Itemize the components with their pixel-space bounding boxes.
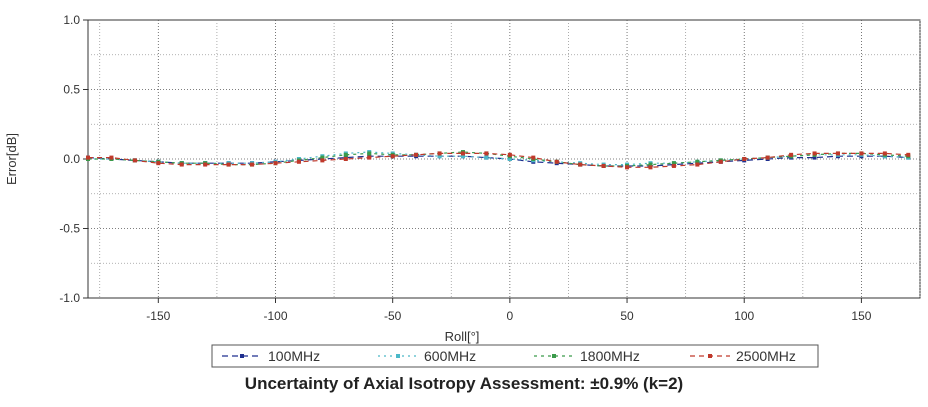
data-point-2500MHz <box>648 165 653 170</box>
series-line-100MHz <box>87 155 909 167</box>
data-point-2500MHz <box>250 162 255 167</box>
x-tick-label: 150 <box>851 309 871 323</box>
data-point-2500MHz <box>742 157 747 161</box>
data-point-2500MHz <box>718 159 723 164</box>
data-point-1800MHz <box>648 162 653 167</box>
data-point-2500MHz <box>554 159 559 164</box>
y-tick-label: 1.0 <box>63 13 80 27</box>
legend-label-100MHz: 100MHz <box>268 348 320 364</box>
data-point-2500MHz <box>132 158 137 163</box>
y-tick-label: 0.5 <box>63 83 80 97</box>
data-point-100MHz <box>812 155 817 160</box>
data-point-2500MHz <box>296 159 301 164</box>
data-point-2500MHz <box>906 152 911 157</box>
y-axis-title: Error[dB] <box>4 133 19 185</box>
data-point-2500MHz <box>531 155 536 160</box>
data-point-2500MHz <box>789 152 794 157</box>
data-point-2500MHz <box>695 162 700 167</box>
data-point-2500MHz <box>179 162 184 167</box>
data-point-2500MHz <box>671 163 676 168</box>
data-point-2500MHz <box>390 154 395 159</box>
data-point-1800MHz <box>343 152 348 157</box>
data-point-2500MHz <box>156 161 161 166</box>
data-point-2500MHz <box>320 158 325 163</box>
data-point-2500MHz <box>226 162 231 167</box>
data-point-2500MHz <box>507 152 512 157</box>
x-tick-label: 100 <box>734 309 754 323</box>
plot-area <box>87 19 921 299</box>
legend-label-2500MHz: 2500MHz <box>736 348 796 364</box>
data-point-2500MHz <box>273 161 278 166</box>
data-point-1800MHz <box>695 159 700 164</box>
legend-box <box>211 344 819 368</box>
data-point-1800MHz <box>671 161 676 166</box>
data-point-1800MHz <box>320 155 325 160</box>
data-point-600MHz <box>437 154 442 159</box>
data-point-2500MHz <box>882 151 887 156</box>
data-point-1800MHz <box>367 151 372 156</box>
legend-marker-100MHz <box>240 354 244 358</box>
legend-label-600MHz: 600MHz <box>424 348 476 364</box>
chart-caption: Uncertainty of Axial Isotropy Assessment… <box>244 374 684 393</box>
data-point-2500MHz <box>414 152 419 157</box>
data-point-2500MHz <box>109 155 114 160</box>
data-point-2500MHz <box>578 162 583 167</box>
x-tick-label: -150 <box>146 309 170 323</box>
x-axis-title: Roll[°] <box>445 329 480 344</box>
y-tick-label: -0.5 <box>59 222 80 236</box>
y-tick-label: -1.0 <box>59 291 80 305</box>
x-tick-label: 50 <box>620 309 634 323</box>
data-point-2500MHz <box>203 162 208 167</box>
chart-svg: 1.0 0.5 0.0 -0.5 -1.0 -150 -100 -50 0 50 100 150 Err… <box>4 13 921 368</box>
x-tick-label: 0 <box>507 309 514 323</box>
data-point-600MHz <box>460 154 465 159</box>
data-point-2500MHz <box>625 165 630 170</box>
data-point-2500MHz <box>86 155 90 160</box>
data-point-2500MHz <box>812 151 817 156</box>
data-point-2500MHz <box>835 151 840 156</box>
data-point-600MHz <box>507 157 512 161</box>
legend-label-1800MHz: 1800MHz <box>580 348 640 364</box>
data-point-2500MHz <box>460 151 465 156</box>
data-point-2500MHz <box>343 157 348 161</box>
data-point-2500MHz <box>859 151 864 156</box>
x-tick-label: -100 <box>263 309 287 323</box>
data-point-600MHz <box>484 155 489 160</box>
x-tick-label: -50 <box>384 309 402 323</box>
series-line-2500MHz <box>88 152 909 168</box>
data-point-2500MHz <box>765 155 770 160</box>
y-tick-label: 0.0 <box>63 152 80 166</box>
legend-marker-2500MHz <box>708 354 712 358</box>
data-point-2500MHz <box>601 163 606 168</box>
data-point-2500MHz <box>484 151 489 156</box>
legend-marker-600MHz <box>396 354 400 358</box>
legend-marker-1800MHz <box>552 354 556 358</box>
data-point-2500MHz <box>367 155 372 160</box>
data-point-2500MHz <box>437 151 442 156</box>
